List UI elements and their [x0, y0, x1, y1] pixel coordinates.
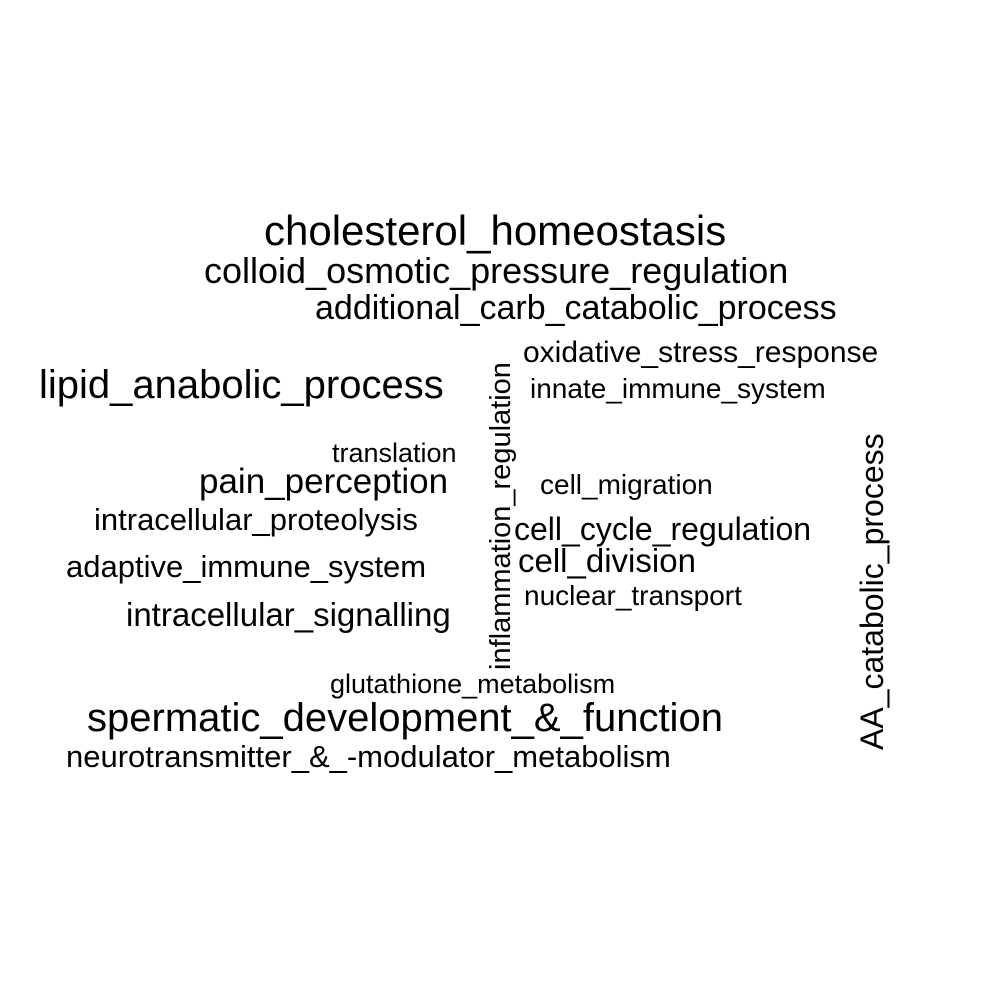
word-translation: translation — [332, 438, 457, 468]
word-nuclear-transport: nuclear_transport — [524, 580, 742, 611]
word-additional-carb-catabolic-process: additional_carb_catabolic_process — [315, 289, 837, 327]
word-pain-perception: pain_perception — [199, 462, 449, 501]
word-cholesterol-homeostasis: cholesterol_homeostasis — [264, 207, 727, 254]
word-intracellular-signalling: intracellular_signalling — [126, 596, 451, 633]
word-intracellular-proteolysis: intracellular_proteolysis — [94, 502, 418, 537]
word-spermatic-development-function: spermatic_development_&_function — [87, 696, 723, 740]
word-inflammation-regulation: inflammation_regulation — [485, 362, 517, 670]
word-oxidative-stress-response: oxidative_stress_response — [523, 336, 879, 369]
word-cell-migration: cell_migration — [540, 469, 713, 500]
word-neurotransmitter-modulator-metabolism: neurotransmitter_&_-modulator_metabolism — [66, 739, 671, 774]
word-cell-division: cell_division — [518, 542, 696, 579]
word-adaptive-immune-system: adaptive_immune_system — [66, 549, 427, 584]
word-lipid-anabolic-process: lipid_anabolic_process — [39, 363, 444, 407]
word-glutathione-metabolism: glutathione_metabolism — [330, 669, 616, 699]
word-innate-immune-system: innate_immune_system — [530, 373, 826, 404]
word-colloid-osmotic-pressure-regulation: colloid_osmotic_pressure_regulation — [204, 250, 789, 291]
word-aa-catabolic-process: AA_catabolic_process — [854, 433, 890, 750]
word-cell-cycle-regulation: cell_cycle_regulation — [514, 511, 812, 547]
